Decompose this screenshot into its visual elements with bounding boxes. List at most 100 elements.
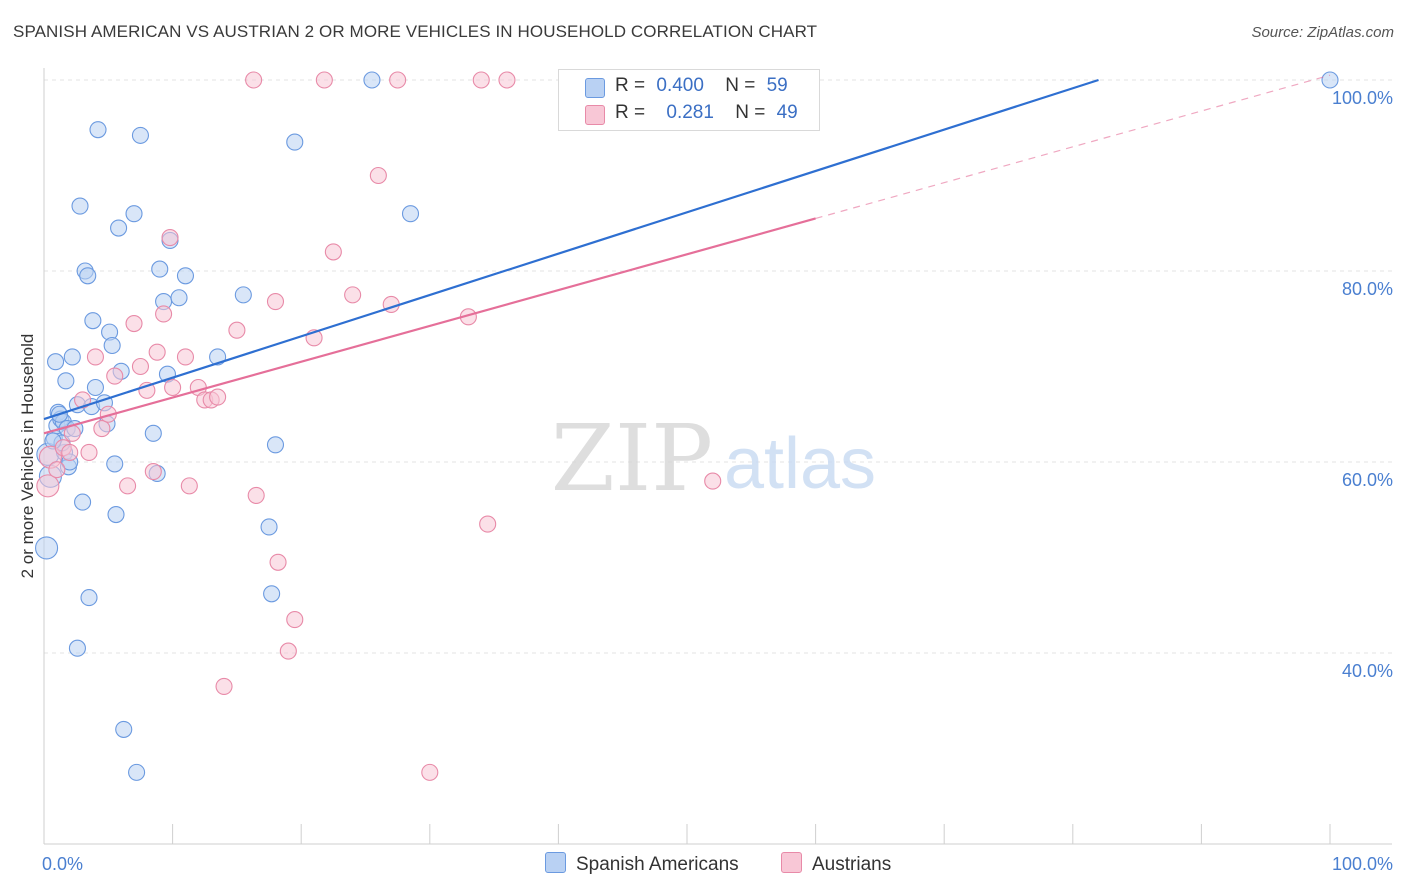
point-austrian [161, 229, 179, 247]
trend-line-austrian-extension [815, 74, 1331, 220]
point-austrian [164, 378, 182, 397]
point-austrian [704, 472, 722, 490]
point-spanish-american [106, 455, 124, 473]
point-austrian [215, 677, 233, 695]
point-austrian [421, 763, 439, 781]
point-austrian [498, 71, 516, 89]
point-austrian [269, 553, 287, 571]
point-spanish-american [128, 763, 146, 781]
watermark-atlas: atlas [724, 424, 876, 504]
point-spanish-american [35, 536, 59, 560]
point-spanish-american [176, 267, 195, 285]
point-spanish-american [79, 267, 97, 285]
point-spanish-american [57, 372, 75, 390]
point-spanish-american [286, 133, 304, 151]
point-austrian [245, 71, 263, 89]
point-spanish-american [263, 585, 281, 603]
point-austrian [389, 71, 407, 89]
y-tick-label: 80.0% [1342, 279, 1393, 299]
point-austrian [86, 348, 104, 366]
point-spanish-american [74, 493, 92, 511]
point-austrian [247, 486, 265, 504]
y-tick-label: 60.0% [1342, 470, 1393, 490]
point-austrian [472, 71, 490, 89]
legend-swatch-spanish [585, 78, 605, 98]
legend-n-label: N = [725, 75, 756, 96]
point-spanish-american [266, 436, 285, 454]
point-austrian [93, 420, 111, 438]
point-austrian [344, 286, 362, 304]
trend-line-austrian [43, 217, 816, 435]
series-label-austrian: Austrians [812, 854, 892, 875]
x-tick-label: 0.0% [42, 854, 83, 874]
legend-r-value-austrian: 0.281 [666, 102, 714, 123]
point-spanish-american [131, 126, 149, 144]
point-austrian [369, 166, 387, 185]
point-spanish-american [63, 348, 81, 366]
legend-r-value-spanish: 0.400 [656, 75, 704, 96]
point-austrian [74, 391, 92, 409]
point-spanish-american [401, 205, 420, 223]
point-austrian [324, 243, 342, 261]
series-label-spanish: Spanish Americans [576, 854, 739, 875]
chart-title: SPANISH AMERICAN VS AUSTRIAN 2 OR MORE V… [13, 22, 818, 41]
grid-lines [44, 79, 1392, 654]
point-austrian [119, 477, 137, 495]
legend-r-label: R = [615, 102, 646, 123]
series-legend-spanish: Spanish Americans [545, 852, 739, 876]
y-tick-label: 100.0% [1332, 88, 1393, 108]
point-spanish-american [84, 312, 102, 330]
point-spanish-american [363, 71, 381, 89]
point-spanish-american [103, 336, 121, 355]
point-spanish-american [151, 260, 169, 278]
point-austrian [36, 474, 60, 498]
point-spanish-american [107, 505, 125, 524]
source-label: Source: ZipAtlas.com [1251, 24, 1394, 41]
point-austrian [80, 443, 98, 462]
point-spanish-american [110, 219, 128, 237]
trend-line-spanish-american [43, 78, 1099, 421]
y-tick-label: 40.0% [1342, 661, 1393, 681]
point-austrian [125, 314, 143, 333]
point-austrian [61, 443, 79, 462]
point-austrian [315, 71, 333, 89]
watermark-zip: ZIP [551, 405, 713, 512]
legend-n-value-austrian: 49 [776, 102, 798, 123]
point-austrian [155, 305, 173, 323]
point-austrian [48, 461, 66, 479]
point-spanish-american [260, 518, 278, 536]
point-austrian [180, 477, 198, 495]
point-spanish-american [170, 289, 188, 307]
point-austrian [131, 357, 149, 376]
series-swatch-austrian [781, 852, 802, 873]
axes [43, 68, 1392, 845]
point-spanish-american [234, 286, 252, 304]
watermark: ZIP atlas [551, 405, 876, 512]
point-spanish-american [125, 205, 143, 223]
data-points [35, 71, 1339, 781]
legend-swatch-austrian [585, 105, 605, 125]
point-austrian [286, 611, 304, 629]
point-austrian [176, 348, 195, 366]
point-austrian [144, 462, 162, 481]
legend-n-value-spanish: 59 [766, 75, 788, 96]
series-swatch-spanish [545, 852, 566, 873]
point-spanish-american [80, 589, 98, 607]
point-spanish-american [47, 353, 65, 371]
legend-r-label: R = [615, 75, 646, 96]
point-austrian [279, 642, 297, 660]
point-austrian [228, 321, 246, 339]
point-austrian [266, 293, 285, 311]
point-austrian [479, 515, 497, 533]
point-spanish-american [86, 378, 104, 397]
point-spanish-american [89, 121, 107, 139]
point-spanish-american [71, 197, 89, 215]
point-spanish-american [115, 720, 133, 738]
stats-legend: R = 0.400 N = 59 R = 0.281 N = 49 [558, 69, 820, 131]
tick-labels: 100.0% 80.0% 60.0% 40.0% 0.0% 100.0% [42, 88, 1393, 874]
point-austrian [106, 367, 124, 385]
point-austrian [209, 388, 227, 406]
series-legend-austrian: Austrians [781, 852, 891, 876]
legend-row-spanish: R = 0.400 N = 59 [615, 75, 788, 97]
